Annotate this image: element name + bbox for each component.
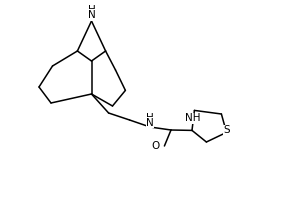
Text: NH: NH <box>185 113 201 123</box>
Text: N: N <box>146 118 154 128</box>
Text: N: N <box>88 10 95 20</box>
Text: O: O <box>152 141 160 151</box>
Text: H: H <box>146 113 153 123</box>
Text: S: S <box>223 125 230 135</box>
Text: H: H <box>88 5 95 15</box>
